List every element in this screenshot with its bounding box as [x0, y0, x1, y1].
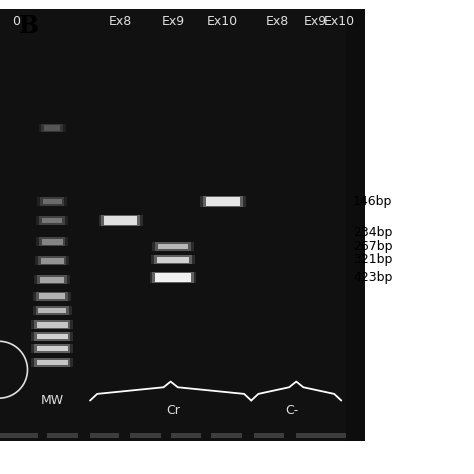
- Bar: [327, 433, 346, 438]
- Bar: [155, 243, 191, 251]
- Bar: [200, 196, 246, 207]
- Bar: [39, 216, 65, 225]
- Bar: [33, 306, 72, 315]
- Text: 0: 0: [13, 15, 20, 28]
- Bar: [38, 256, 66, 265]
- Text: 146bp: 146bp: [353, 195, 392, 208]
- Bar: [35, 256, 69, 265]
- Bar: [36, 216, 68, 225]
- Bar: [39, 237, 65, 246]
- Bar: [38, 124, 65, 132]
- Text: 423bp: 423bp: [353, 271, 392, 284]
- Bar: [33, 292, 71, 301]
- Bar: [296, 433, 327, 438]
- Text: Ex10: Ex10: [207, 15, 238, 28]
- Bar: [171, 433, 201, 438]
- Bar: [37, 197, 67, 206]
- Bar: [34, 344, 71, 353]
- Bar: [152, 272, 193, 283]
- Bar: [40, 197, 64, 206]
- Text: Cr: Cr: [166, 403, 180, 417]
- Bar: [36, 334, 68, 339]
- Bar: [152, 243, 194, 251]
- Bar: [0, 9, 346, 441]
- Text: B: B: [18, 14, 38, 38]
- Bar: [31, 344, 73, 353]
- Bar: [157, 257, 189, 263]
- Text: 321bp: 321bp: [353, 253, 392, 266]
- Text: Ex9: Ex9: [304, 15, 327, 28]
- Bar: [99, 215, 143, 226]
- Bar: [38, 308, 66, 313]
- Bar: [43, 199, 62, 204]
- Bar: [31, 320, 73, 329]
- Bar: [34, 358, 71, 367]
- Bar: [37, 275, 67, 284]
- Bar: [34, 320, 71, 329]
- Text: 234bp: 234bp: [353, 226, 392, 239]
- Text: Ex10: Ex10: [323, 15, 355, 28]
- Bar: [0, 433, 38, 438]
- Bar: [157, 244, 189, 249]
- Bar: [34, 275, 70, 284]
- Bar: [36, 237, 68, 246]
- Bar: [151, 255, 195, 264]
- Bar: [31, 358, 73, 367]
- Bar: [36, 346, 68, 351]
- Bar: [203, 196, 243, 207]
- Bar: [41, 124, 63, 132]
- Text: MW: MW: [41, 394, 64, 407]
- Bar: [346, 9, 365, 441]
- Bar: [36, 360, 68, 365]
- Bar: [130, 433, 161, 438]
- Bar: [42, 239, 63, 245]
- Text: C-: C-: [285, 403, 298, 417]
- Bar: [31, 332, 73, 341]
- Bar: [34, 332, 71, 341]
- Bar: [41, 258, 64, 264]
- Bar: [42, 218, 62, 223]
- Bar: [47, 433, 78, 438]
- Bar: [36, 292, 68, 301]
- Bar: [211, 433, 242, 438]
- Bar: [206, 197, 240, 206]
- Bar: [40, 277, 64, 283]
- Bar: [39, 293, 65, 299]
- Bar: [36, 322, 68, 328]
- Bar: [36, 306, 69, 315]
- Bar: [155, 273, 191, 282]
- Bar: [45, 125, 60, 131]
- Text: 267bp: 267bp: [353, 240, 392, 253]
- Text: Ex8: Ex8: [265, 15, 289, 28]
- Bar: [154, 255, 192, 264]
- Bar: [101, 215, 140, 226]
- Text: Ex8: Ex8: [109, 15, 133, 28]
- Bar: [104, 216, 137, 225]
- Bar: [90, 433, 118, 438]
- Text: Ex9: Ex9: [162, 15, 184, 28]
- Bar: [149, 272, 196, 283]
- Bar: [254, 433, 284, 438]
